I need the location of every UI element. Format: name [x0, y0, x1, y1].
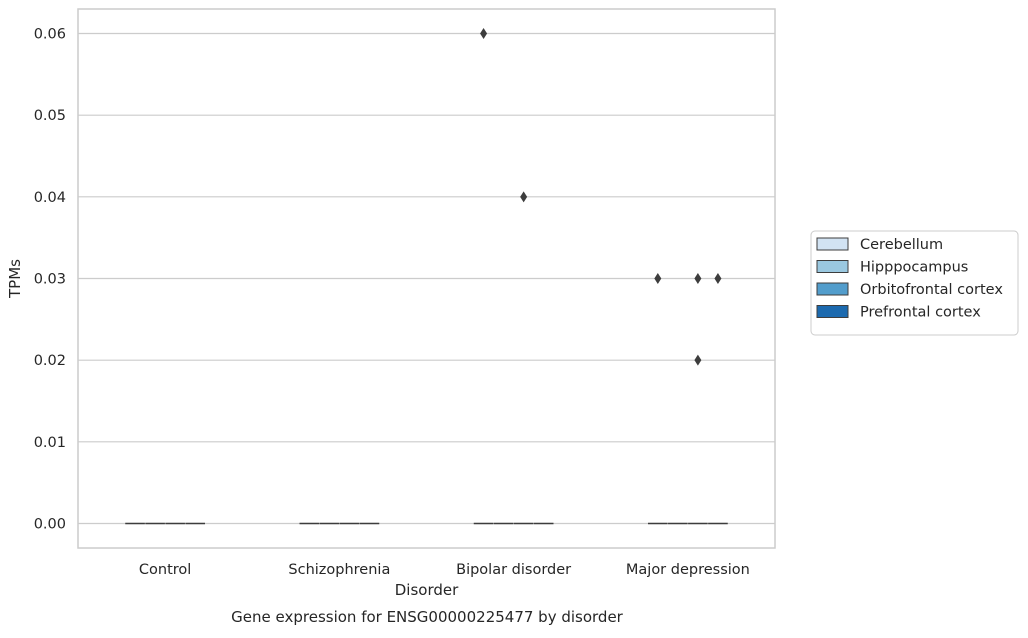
legend-swatch [816, 260, 849, 273]
legend-label: Hipppocampus [860, 260, 968, 276]
y-tick-labels: 0.00 0.01 0.02 0.03 0.04 0.05 0.06 [34, 27, 66, 533]
grid-lines [78, 32, 775, 525]
legend-swatch [816, 237, 849, 251]
outlier-point [714, 273, 722, 284]
x-tick-label: Schizophrenia [288, 562, 390, 578]
y-axis-title: TPMs [6, 259, 24, 299]
legend-label: Prefrontal cortex [860, 305, 981, 321]
y-tick-label: 0.02 [34, 353, 66, 369]
x-tick-label: Major depression [626, 562, 750, 578]
y-tick-label: 0.03 [34, 272, 66, 288]
outlier-point [480, 28, 488, 39]
outlier-point [694, 354, 702, 366]
x-tick-label: Bipolar disorder [456, 562, 571, 578]
x-tick-labels: Control Schizophrenia Bipolar disorder Majo… [139, 562, 750, 578]
legend-label: Orbitofrontal cortex [860, 282, 1003, 298]
outlier-point [520, 191, 528, 203]
y-tick-label: 0.01 [34, 435, 66, 451]
outlier-point [654, 273, 662, 284]
plot-frame [77, 8, 776, 549]
legend-frame [810, 230, 1019, 336]
outlier-point [694, 273, 702, 284]
legend-label: Cerebellum [860, 237, 943, 253]
legend: Cerebellum Hipppocampus Orbitofrontal cort… [810, 230, 1019, 336]
legend-swatch [816, 305, 849, 318]
y-tick-label: 0.05 [34, 108, 66, 124]
y-tick-label: 0.00 [34, 517, 66, 533]
y-tick-label: 0.04 [34, 190, 66, 206]
x-axis-title: Disorder [395, 581, 459, 599]
x-tick-label: Control [139, 562, 191, 578]
legend-swatch [816, 282, 849, 296]
chart-caption: Gene expression for ENSG00000225477 by d… [231, 608, 624, 626]
outlier-markers [480, 28, 722, 366]
y-tick-label: 0.06 [34, 27, 66, 43]
